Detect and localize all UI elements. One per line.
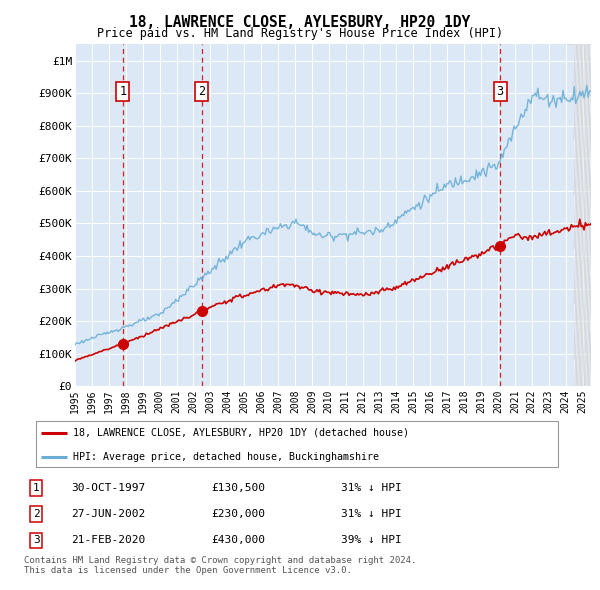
Text: £230,000: £230,000 [212, 509, 266, 519]
Text: 18, LAWRENCE CLOSE, AYLESBURY, HP20 1DY: 18, LAWRENCE CLOSE, AYLESBURY, HP20 1DY [130, 15, 470, 30]
Text: £130,500: £130,500 [212, 483, 266, 493]
Text: 31% ↓ HPI: 31% ↓ HPI [341, 509, 402, 519]
Text: Contains HM Land Registry data © Crown copyright and database right 2024.: Contains HM Land Registry data © Crown c… [24, 556, 416, 565]
Text: 3: 3 [497, 85, 504, 98]
Text: HPI: Average price, detached house, Buckinghamshire: HPI: Average price, detached house, Buck… [73, 451, 379, 461]
Text: 18, LAWRENCE CLOSE, AYLESBURY, HP20 1DY (detached house): 18, LAWRENCE CLOSE, AYLESBURY, HP20 1DY … [73, 428, 409, 438]
Text: 1: 1 [119, 85, 127, 98]
Text: 2: 2 [198, 85, 205, 98]
Bar [574, 44, 591, 386]
Text: Price paid vs. HM Land Registry's House Price Index (HPI): Price paid vs. HM Land Registry's House … [97, 27, 503, 40]
Text: 1: 1 [33, 483, 40, 493]
Text: 21-FEB-2020: 21-FEB-2020 [71, 536, 145, 546]
Text: £430,000: £430,000 [212, 536, 266, 546]
Text: 3: 3 [33, 536, 40, 546]
Text: 30-OCT-1997: 30-OCT-1997 [71, 483, 145, 493]
Text: 2: 2 [33, 509, 40, 519]
Text: 39% ↓ HPI: 39% ↓ HPI [341, 536, 402, 546]
Text: This data is licensed under the Open Government Licence v3.0.: This data is licensed under the Open Gov… [24, 566, 352, 575]
Text: 27-JUN-2002: 27-JUN-2002 [71, 509, 145, 519]
Text: 31% ↓ HPI: 31% ↓ HPI [341, 483, 402, 493]
FancyBboxPatch shape [35, 421, 559, 467]
